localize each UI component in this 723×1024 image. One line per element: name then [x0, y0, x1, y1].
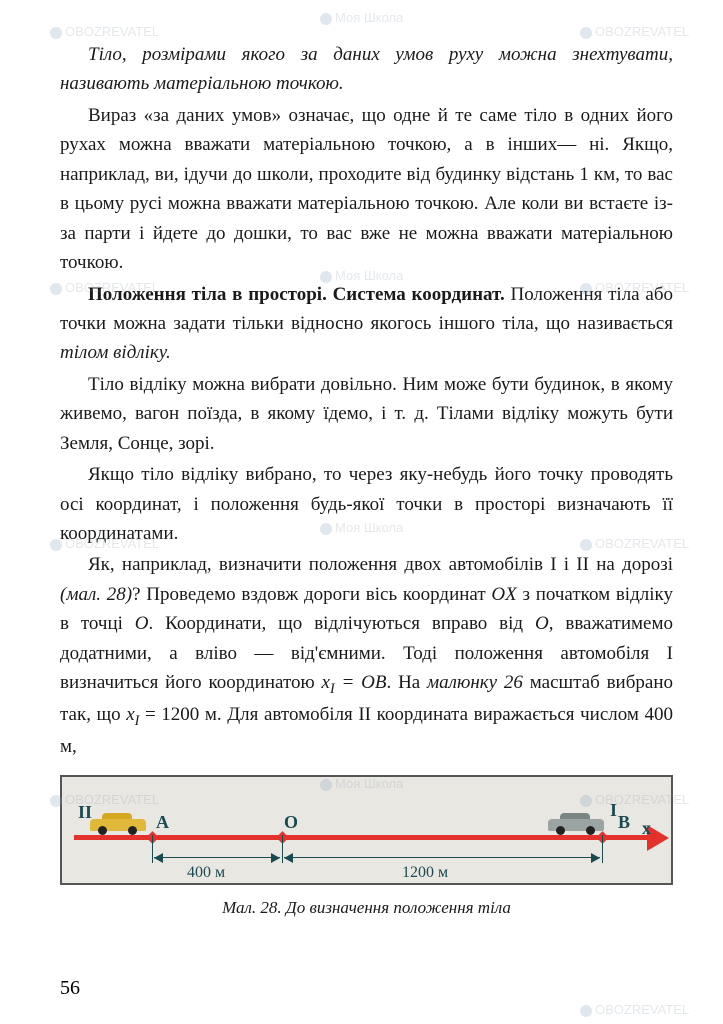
dimension-2-text: 1200 м	[402, 861, 448, 886]
point-name: O	[135, 613, 149, 634]
body-paragraph-3: Тіло відліку можна вибрати довільно. Ним…	[60, 370, 673, 458]
label-x: x	[642, 815, 651, 843]
figure-28: II A O I B x 400 м 1200 м	[60, 775, 673, 885]
point-name: O	[535, 613, 549, 634]
section-heading: Положення тіла в просторі. Система коорд…	[88, 284, 505, 305]
dim-vertical	[602, 835, 603, 863]
text-run: . Координати, що відлічуються вправо від	[149, 613, 535, 634]
label-I: I	[610, 797, 617, 825]
label-O: O	[284, 809, 298, 837]
dimension-2	[284, 857, 600, 858]
car-II-icon	[90, 813, 146, 835]
figure-reference: малюнку 26	[427, 672, 523, 693]
label-B: B	[618, 809, 630, 837]
text-run: ? Проведемо вздовж дороги вісь координат	[132, 584, 491, 605]
text-run: Як, наприклад, визначити положення двох …	[88, 554, 673, 575]
body-paragraph-4: Якщо тіло відліку вибрано, то через яку-…	[60, 460, 673, 548]
figure-reference: (мал. 28)	[60, 584, 132, 605]
term-italic: тілом відліку.	[60, 342, 171, 363]
body-paragraph-1: Вираз «за даних умов» означає, що одне й…	[60, 101, 673, 278]
variable: x	[322, 672, 330, 693]
body-paragraph-5: Як, наприклад, визначити положення двох …	[60, 550, 673, 761]
page-content: Тіло, розмірами якого за даних умов руху…	[0, 0, 723, 942]
figure-caption: Мал. 28. До визначення положення тіла	[60, 895, 673, 921]
body-paragraph-2: Положення тіла в просторі. Система коорд…	[60, 280, 673, 368]
definition-paragraph: Тіло, розмірами якого за даних умов руху…	[60, 40, 673, 99]
axis-name: OX	[491, 584, 516, 605]
label-A: A	[156, 809, 169, 837]
variable: x	[126, 704, 134, 725]
text-run: . На	[387, 672, 428, 693]
watermark: OBOZREVATEL	[580, 1002, 689, 1017]
dim-vertical	[282, 835, 283, 863]
label-II: II	[78, 799, 92, 827]
dimension-1	[154, 857, 280, 858]
page-number: 56	[60, 977, 80, 1000]
value: = 1200 м	[139, 704, 216, 725]
car-I-icon	[548, 813, 604, 835]
equation: = OB	[335, 672, 387, 693]
dimension-1-text: 400 м	[187, 861, 225, 886]
dim-vertical	[152, 835, 153, 863]
